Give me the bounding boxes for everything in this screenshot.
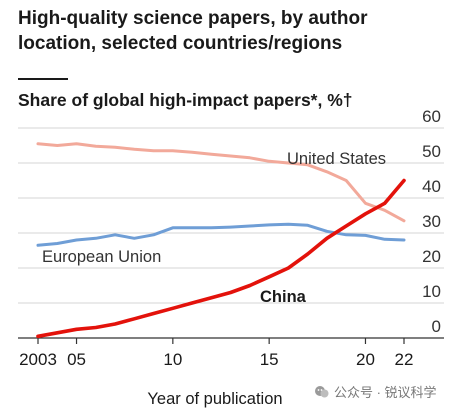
watermark-text: 公众号 · 锐议科学 [334,385,437,400]
y-tick-label: 0 [432,317,441,336]
y-tick-label: 40 [422,177,441,196]
wechat-icon [315,385,329,397]
x-tick-label: 05 [67,350,86,369]
chart-title: High-quality science papers, by author l… [18,8,368,54]
watermark: 公众号 · 锐议科学 [314,382,437,401]
y-tick-label: 60 [422,107,441,126]
x-tick-label: 15 [260,350,279,369]
x-tick-label: 22 [395,350,414,369]
series-label-european-union: European Union [42,248,161,266]
x-tick-label: 10 [163,350,182,369]
series-line-china [36,178,406,339]
y-tick-label: 30 [422,212,441,231]
y-tick-label: 50 [422,142,441,161]
y-tick-label: 10 [422,282,441,301]
series-line-european-union [36,222,406,247]
title-rule [18,78,68,80]
x-tick-label: 20 [356,350,375,369]
series-label-united-states: United States [287,150,386,168]
chart-subtitle: Share of global high-impact papers*, %† [18,90,353,110]
x-axis-label: Year of publication [147,390,282,408]
y-tick-label: 20 [422,247,441,266]
x-tick-label: 2003 [19,350,57,369]
series-label-china: China [260,288,307,306]
series-line-united-states [36,142,406,223]
